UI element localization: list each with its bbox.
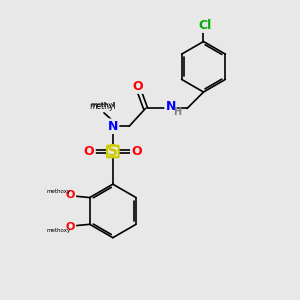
Text: H: H: [173, 107, 181, 117]
Text: N: N: [108, 120, 118, 133]
Text: methoxy: methoxy: [46, 189, 70, 194]
FancyBboxPatch shape: [107, 146, 118, 157]
Text: O: O: [66, 190, 75, 200]
Text: O: O: [66, 222, 75, 232]
Text: N: N: [166, 100, 176, 113]
Text: Cl: Cl: [198, 19, 212, 32]
Text: methyl: methyl: [90, 102, 115, 108]
Text: S: S: [107, 144, 118, 159]
Text: O: O: [133, 80, 143, 93]
Text: O: O: [84, 145, 94, 158]
Text: methyl: methyl: [89, 102, 116, 111]
Text: O: O: [131, 145, 142, 158]
Text: methoxy: methoxy: [46, 228, 70, 233]
